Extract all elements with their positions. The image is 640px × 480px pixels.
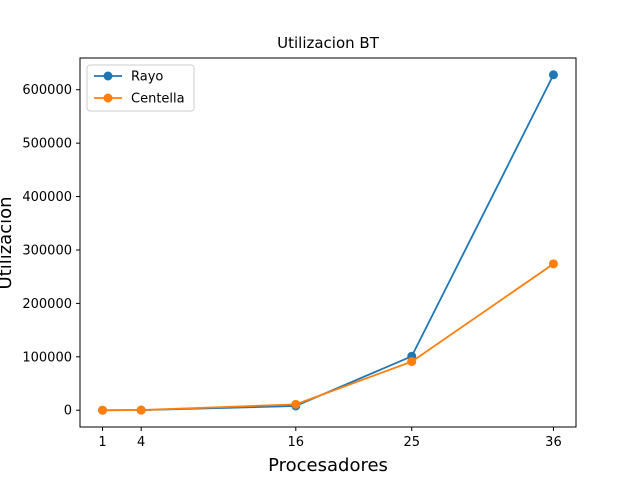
x-axis-label: Procesadores — [268, 455, 388, 476]
x-axis-ticks: 1 4 16 25 36 — [98, 427, 562, 450]
x-tick-label: 25 — [403, 435, 420, 450]
series-layer — [98, 70, 558, 415]
x-tick-label: 4 — [137, 435, 145, 450]
y-tick-label: 0 — [64, 404, 72, 419]
y-tick-label: 500000 — [22, 137, 72, 152]
y-tick-label: 100000 — [22, 350, 72, 365]
data-point-centella — [407, 357, 417, 367]
legend-label-centella: Centella — [131, 92, 185, 107]
data-point-centella — [98, 405, 108, 415]
y-axis-label: Utilizacion — [0, 196, 16, 289]
x-tick-label: 16 — [288, 435, 305, 450]
y-tick-label: 200000 — [22, 297, 72, 312]
chart-title: Utilizacion BT — [277, 34, 380, 52]
y-axis-ticks: 0 100000 200000 300000 400000 500000 600000 — [22, 83, 80, 419]
data-point-centella — [291, 399, 301, 409]
x-tick-label: 1 — [98, 435, 106, 450]
legend: Rayo Centella — [86, 64, 195, 112]
data-point-rayo — [548, 70, 558, 80]
y-tick-label: 300000 — [22, 243, 72, 258]
data-point-centella — [136, 405, 146, 415]
plot-frame — [79, 57, 577, 428]
y-tick-label: 600000 — [22, 83, 72, 98]
legend-label-rayo: Rayo — [131, 70, 163, 85]
x-tick-label: 36 — [545, 435, 562, 450]
data-point-centella — [548, 259, 558, 269]
legend-marker-rayo — [103, 71, 113, 81]
y-tick-label: 400000 — [22, 190, 72, 205]
legend-marker-centella — [103, 93, 113, 103]
